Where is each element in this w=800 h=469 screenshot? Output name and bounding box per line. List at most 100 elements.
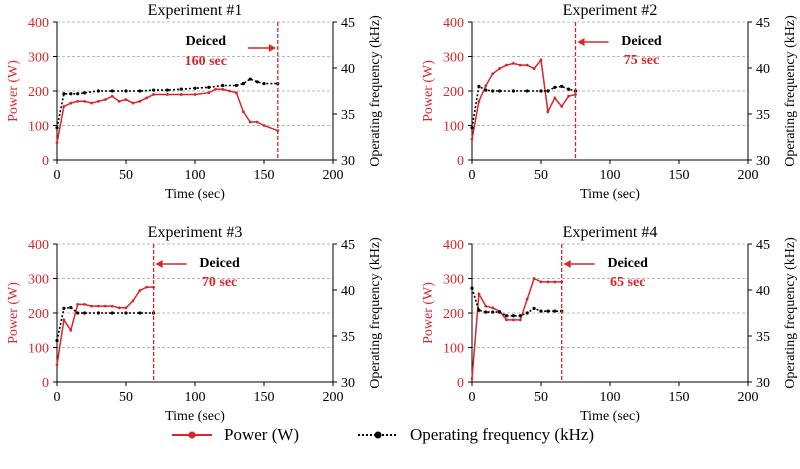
power-point <box>152 93 156 96</box>
frequency-series-line <box>56 306 154 341</box>
deiced-time-label: 65 sec <box>610 275 645 290</box>
chart-title: Experiment #2 <box>563 2 658 19</box>
y-tick-label: 100 <box>28 342 49 357</box>
frequency-point <box>484 88 488 92</box>
frequency-point <box>241 82 245 86</box>
y2-tick-label: 30 <box>756 376 770 391</box>
chart-title: Experiment #1 <box>148 2 243 19</box>
frequency-point <box>511 314 515 318</box>
frequency-point <box>138 311 142 315</box>
power-series-line <box>56 88 279 143</box>
power-point <box>117 306 121 310</box>
y2-tick-label: 30 <box>341 376 355 391</box>
chart-panel-2: Experiment #2 0 50 100 150 200 0 100 200 300 400 30… <box>421 2 798 202</box>
x-tick-label: 200 <box>738 390 759 405</box>
y-tick-label: 400 <box>28 238 49 253</box>
frequency-point <box>518 314 522 318</box>
power-point <box>62 318 66 322</box>
frequency-point <box>234 83 238 88</box>
x-tick-label: 100 <box>185 168 206 183</box>
legend-frequency-label: Operating frequency (kHz) <box>410 425 595 444</box>
deiced-arrow-head <box>268 44 276 52</box>
frequency-point <box>76 311 80 315</box>
frequency-series-line <box>471 85 576 128</box>
y2-axis-label: Operating frequency (kHz) <box>368 15 383 167</box>
chart-panel-1: Experiment #1 0 50 100 150 200 0 100 200 300 400 30… <box>6 2 383 202</box>
power-point <box>470 377 474 380</box>
frequency-point <box>546 309 550 313</box>
deiced-label: Deiced <box>607 256 648 271</box>
power-point <box>124 306 128 310</box>
x-tick-label: 150 <box>669 390 690 405</box>
y2-tick-label: 35 <box>756 330 770 345</box>
legend: Power (W) Operating frequency (kHz) <box>0 420 800 460</box>
power-point <box>248 120 252 124</box>
frequency-point <box>498 89 502 93</box>
frequency-point <box>567 87 571 91</box>
legend-power-label: Power (W) <box>224 425 300 444</box>
deiced-time-label: 160 sec <box>185 54 227 69</box>
frequency-point <box>221 83 225 88</box>
x-tick-label: 200 <box>738 168 759 183</box>
power-point <box>69 328 73 332</box>
frequency-point <box>477 308 481 312</box>
frequency-point <box>511 89 515 93</box>
y2-tick-label: 40 <box>341 62 355 77</box>
y-tick-label: 100 <box>443 342 464 357</box>
chart-title: Experiment #3 <box>148 224 243 241</box>
y-tick-label: 0 <box>457 154 464 169</box>
power-point <box>512 62 515 65</box>
frequency-series-line <box>56 78 278 128</box>
power-point <box>241 110 245 114</box>
power-point <box>539 58 543 62</box>
y-tick-label: 100 <box>28 120 49 135</box>
power-point <box>90 304 93 308</box>
y-axis-label: Power (W) <box>421 60 436 122</box>
x-tick-label: 0 <box>54 168 61 183</box>
x-tick-label: 0 <box>469 168 476 183</box>
x-tick-label: 0 <box>54 390 61 405</box>
frequency-point <box>470 286 474 290</box>
power-point <box>546 110 550 114</box>
power-point <box>145 96 149 100</box>
chart-panel-4: Experiment #4 0 50 100 150 200 0 100 200 300 400 30… <box>421 224 798 424</box>
y2-tick-label: 45 <box>756 238 770 253</box>
frequency-point <box>96 89 100 93</box>
frequency-point <box>124 311 128 315</box>
power-point <box>518 318 522 322</box>
frequency-point <box>55 339 59 343</box>
power-point <box>110 304 114 308</box>
power-point <box>124 98 128 102</box>
y-axis-label: Power (W) <box>6 282 21 344</box>
deiced-label: Deiced <box>186 34 227 49</box>
frequency-point <box>110 89 114 93</box>
power-point <box>567 94 570 98</box>
y-axis-label: Power (W) <box>6 60 21 122</box>
power-point <box>553 96 557 100</box>
x-tick-label: 200 <box>323 168 344 183</box>
frequency-point <box>553 85 557 89</box>
deiced-label: Deiced <box>199 256 240 271</box>
frequency-point <box>83 311 87 315</box>
y2-tick-label: 35 <box>341 108 355 123</box>
power-point <box>117 99 121 103</box>
y-tick-label: 100 <box>443 120 464 135</box>
y-tick-label: 0 <box>42 376 49 391</box>
power-point <box>83 99 86 103</box>
deiced-arrow-head <box>577 38 585 46</box>
power-point <box>131 299 135 303</box>
frequency-point <box>179 87 183 91</box>
y2-tick-label: 40 <box>756 284 770 299</box>
power-point <box>235 91 238 95</box>
frequency-point <box>152 88 156 92</box>
x-tick-label: 200 <box>323 390 344 405</box>
power-point <box>525 297 529 301</box>
power-series-line <box>471 58 576 140</box>
deiced-arrow-head <box>563 260 571 268</box>
power-point <box>512 318 515 322</box>
power-point <box>491 72 495 76</box>
power-point <box>97 304 100 308</box>
frequency-point <box>69 92 73 96</box>
y2-tick-label: 35 <box>756 108 770 123</box>
frequency-point <box>504 314 509 318</box>
